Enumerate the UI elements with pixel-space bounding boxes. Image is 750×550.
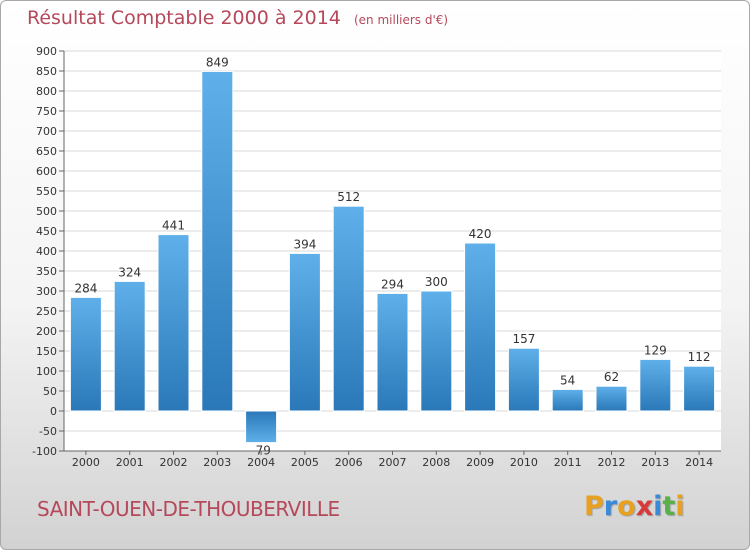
- bar-2000: [69, 296, 102, 412]
- y-tick-label: 550: [36, 185, 57, 198]
- logo-letter: o: [617, 491, 636, 522]
- bar-2010: [507, 347, 540, 412]
- y-tick-label: 300: [36, 285, 57, 298]
- x-tick-label: 2001: [116, 456, 144, 469]
- bar-2002: [157, 234, 190, 412]
- logo-letter: t: [662, 491, 676, 522]
- value-labels: 284324441849-793945122943004201575462129…: [74, 55, 710, 457]
- x-tick-label: 2009: [466, 456, 494, 469]
- y-tick-label: 500: [36, 205, 57, 218]
- value-label-2008: 300: [425, 275, 448, 289]
- chart-subtitle: (en milliers d'€): [353, 13, 449, 27]
- chart-title: Résultat Comptable 2000 à 2014: [27, 7, 341, 29]
- x-tick-label: 2011: [554, 456, 582, 469]
- y-tick-label: 750: [36, 105, 57, 118]
- x-tick-label: 2002: [160, 456, 188, 469]
- bar-2004: [245, 410, 278, 444]
- x-tick-label: 2008: [422, 456, 450, 469]
- y-tick-label: 0: [50, 405, 57, 418]
- value-label-2000: 284: [74, 281, 97, 295]
- y-tick-label: 350: [36, 265, 57, 278]
- x-tick-label: 2005: [291, 456, 319, 469]
- y-tick-label: -100: [32, 445, 57, 458]
- value-label-2001: 324: [118, 265, 141, 279]
- value-label-2010: 157: [512, 332, 535, 346]
- bar-2011: [551, 388, 584, 412]
- y-tick-label: 100: [36, 365, 57, 378]
- town-name: SAINT-OUEN-DE-THOUBERVILLE: [37, 497, 340, 521]
- title-row: Résultat Comptable 2000 à 2014 (en milli…: [27, 7, 448, 29]
- logo-letter: i: [653, 491, 663, 522]
- bar-2003: [201, 70, 234, 412]
- bar-2008: [420, 290, 453, 412]
- bar-chart: 284324441849-793945122943004201575462129…: [32, 45, 721, 469]
- x-tick-label: 2000: [72, 456, 100, 469]
- bar-2005: [288, 252, 321, 412]
- y-tick-label: 200: [36, 325, 57, 338]
- y-tick-label: 800: [36, 85, 57, 98]
- bar-2013: [639, 358, 672, 412]
- y-tick-label: 850: [36, 65, 57, 78]
- y-tick-label: 700: [36, 125, 57, 138]
- bar-2014: [683, 365, 716, 412]
- value-label-2006: 512: [337, 190, 360, 204]
- bars: [69, 70, 716, 444]
- y-tick-label: -50: [39, 425, 57, 438]
- y-tick-label: 400: [36, 245, 57, 258]
- logo-letter: x: [635, 491, 654, 522]
- logo-letter: i: [675, 491, 685, 522]
- x-tick-label: 2013: [641, 456, 669, 469]
- bar-2012: [595, 385, 628, 412]
- logo-letter: P: [584, 491, 604, 522]
- logo-letter: r: [603, 491, 618, 522]
- value-label-2002: 441: [162, 219, 185, 233]
- y-tick-label: 900: [36, 45, 57, 58]
- value-label-2009: 420: [469, 227, 492, 241]
- axes: -100 -50 0 50 100 150 200 250 300 350 400 450 500 550…: [32, 45, 721, 469]
- bar-2006: [332, 205, 365, 412]
- y-tick-label: 250: [36, 305, 57, 318]
- value-label-2012: 62: [604, 370, 619, 384]
- y-tick-label: 150: [36, 345, 57, 358]
- bar-2007: [376, 292, 409, 412]
- y-tick-label: 50: [43, 385, 57, 398]
- value-label-2005: 394: [293, 237, 316, 251]
- value-label-2014: 112: [688, 350, 711, 364]
- value-label-2013: 129: [644, 343, 667, 357]
- y-tick-label: 450: [36, 225, 57, 238]
- x-tick-label: 2007: [379, 456, 407, 469]
- x-tick-label: 2003: [203, 456, 231, 469]
- proxiti-logo[interactable]: Proxiti: [584, 491, 685, 522]
- value-label-2003: 849: [206, 55, 229, 69]
- x-tick-label: 2006: [335, 456, 363, 469]
- y-tick-label: 650: [36, 145, 57, 158]
- value-label-2011: 54: [560, 373, 575, 387]
- x-tick-label: 2014: [685, 456, 713, 469]
- y-tick-label: 600: [36, 165, 57, 178]
- x-tick-label: 2012: [598, 456, 626, 469]
- value-label-2007: 294: [381, 277, 404, 291]
- x-tick-label: 2010: [510, 456, 538, 469]
- bar-2009: [464, 242, 497, 412]
- x-tick-label: 2004: [247, 456, 275, 469]
- bar-2001: [113, 280, 146, 412]
